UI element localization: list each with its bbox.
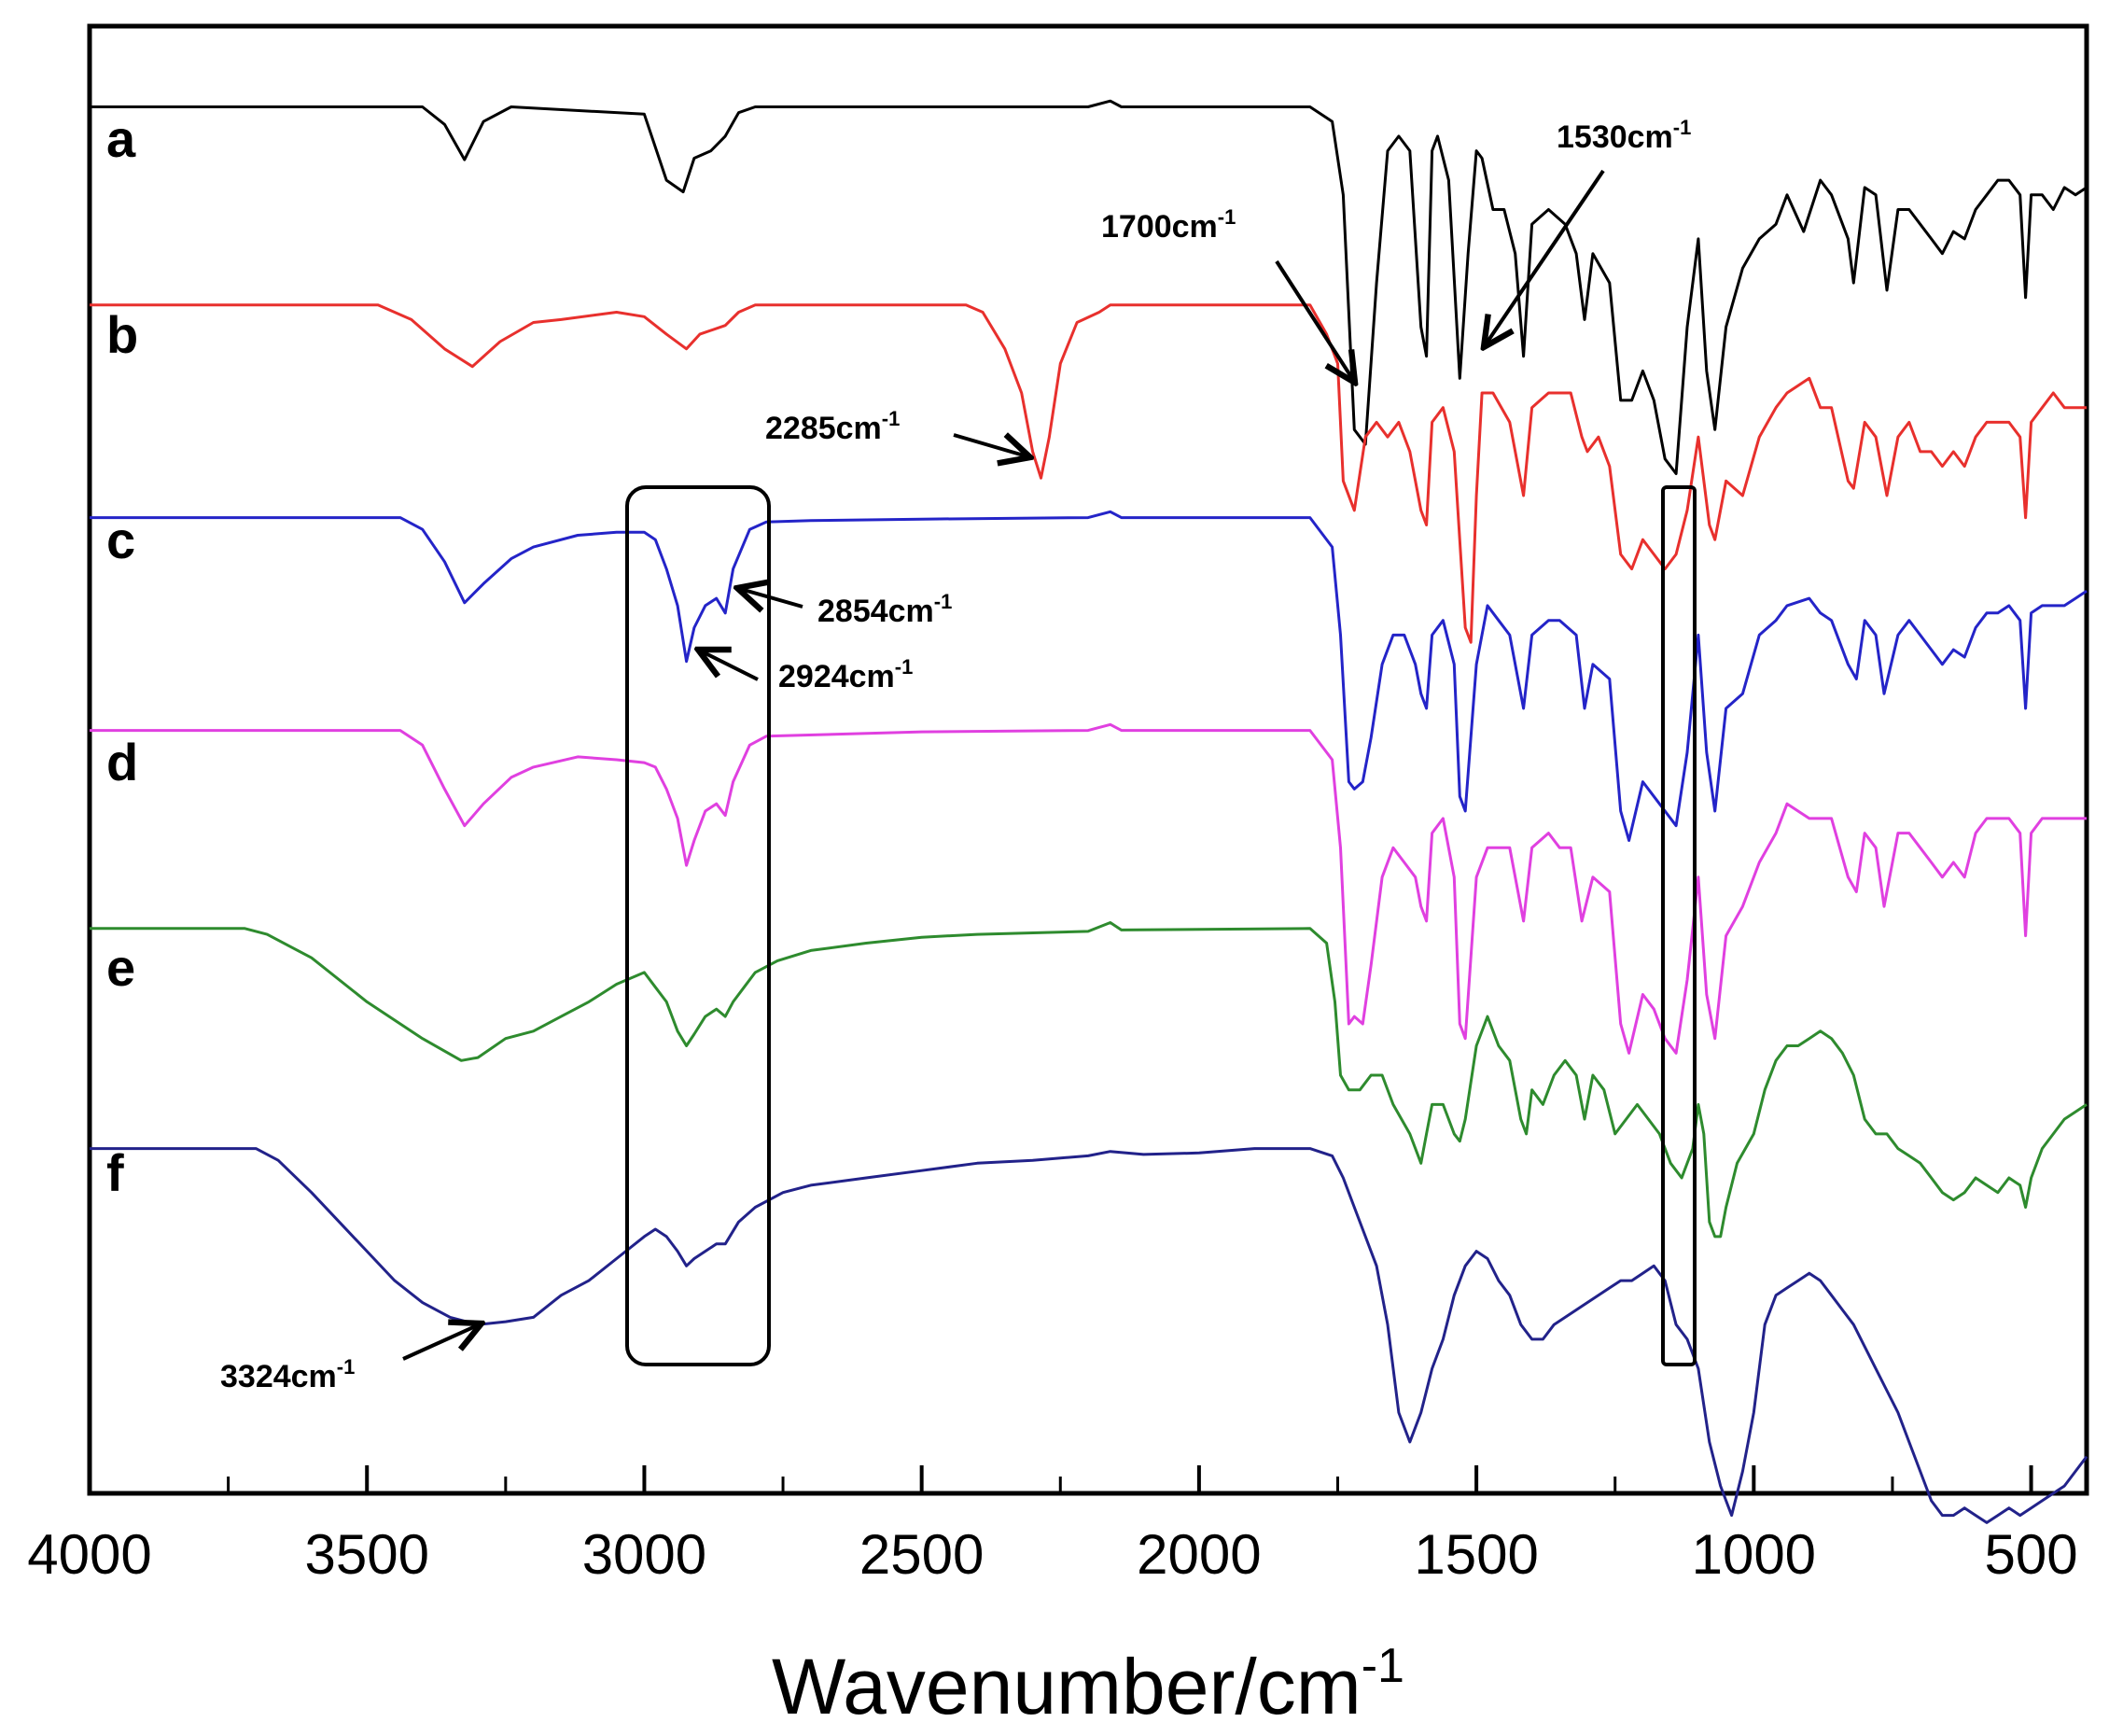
x-tick-label-3000: 3000: [582, 1523, 706, 1586]
arrow-1700: [1275, 259, 1355, 383]
x-axis-title: Wavenumber/cm-1: [772, 1639, 1404, 1730]
trace-label-f: f: [106, 1143, 124, 1202]
spectrum-e: [90, 921, 2088, 1239]
spectra: [90, 99, 2088, 1524]
arrow-2285: [953, 435, 1030, 457]
ann-1530: 1530cm-1: [1557, 116, 1691, 155]
ann-2854: 2854cm-1: [817, 590, 952, 629]
ann-3324: 3324cm-1: [220, 1355, 355, 1394]
trace-label-d: d: [106, 733, 138, 791]
arrow-3324: [402, 1323, 482, 1361]
x-axis-tick-labels: 4000 3500 3000 2500 2000 1500 1000 500: [27, 1523, 2077, 1586]
x-tick-label-2500: 2500: [859, 1523, 984, 1586]
plot-frame: [87, 23, 2089, 1496]
box-ch-stretch: [625, 485, 771, 1366]
trace-label-e: e: [106, 938, 135, 997]
spectrum-c: [90, 510, 2088, 842]
spectrum-d: [90, 722, 2087, 1055]
x-tick-label-1500: 1500: [1414, 1523, 1538, 1586]
x-axis-ticks: [88, 1465, 2033, 1493]
box-1140: [1661, 485, 1697, 1366]
x-tick-label-1000: 1000: [1692, 1523, 1816, 1586]
x-tick-label-2000: 2000: [1137, 1523, 1261, 1586]
arrow-2854: [737, 588, 803, 607]
x-tick-label-3500: 3500: [304, 1523, 428, 1586]
ann-1700: 1700cm-1: [1101, 205, 1236, 245]
trace-label-b: b: [106, 305, 138, 364]
trace-label-c: c: [106, 511, 135, 569]
ann-2924: 2924cm-1: [778, 655, 913, 694]
arrow-1530: [1484, 169, 1605, 347]
trace-label-a: a: [106, 109, 136, 168]
spectrum-b: [90, 303, 2087, 644]
spectrum-a: [90, 99, 2088, 475]
arrow-2924: [698, 650, 759, 681]
spectrum-f: [90, 1147, 2088, 1524]
x-tick-label-4000: 4000: [27, 1523, 151, 1586]
x-tick-label-500: 500: [1985, 1523, 2078, 1586]
ann-2285: 2285cm-1: [765, 407, 900, 446]
